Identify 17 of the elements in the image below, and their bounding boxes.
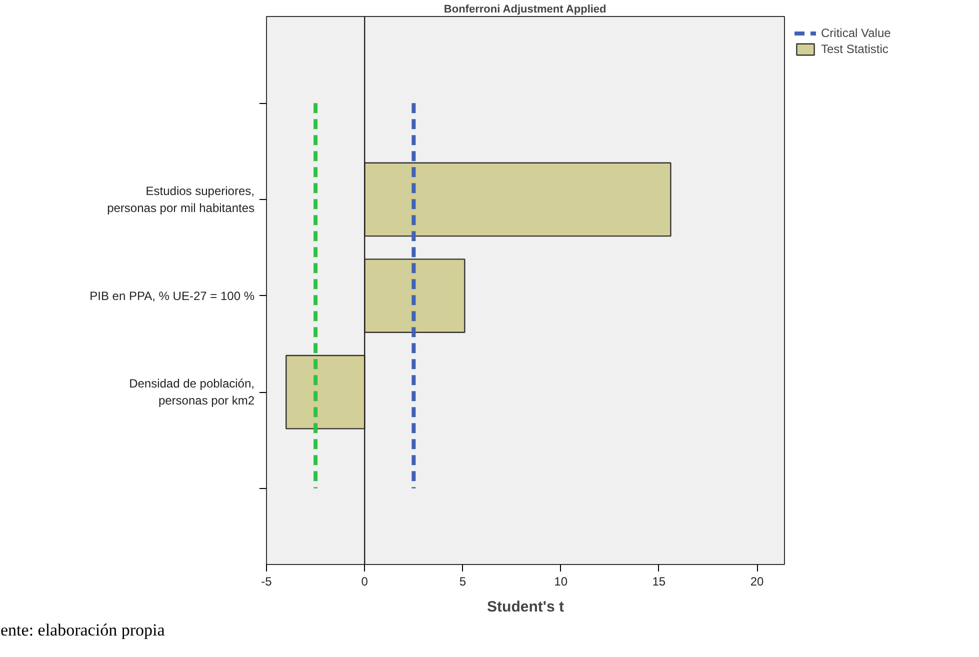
x-tick-label: 5	[459, 574, 466, 588]
legend-label: Test Statistic	[821, 42, 888, 56]
x-tick-label: 0	[361, 574, 368, 588]
x-tick-label: -5	[261, 574, 272, 588]
bar	[286, 354, 366, 430]
x-tick-label: 10	[554, 574, 568, 588]
x-tick-label: 15	[652, 574, 666, 588]
x-tick-label: 20	[750, 574, 764, 588]
y-tick-label: Estudios superiores, personas por mil habitantes	[107, 184, 255, 215]
y-tick-label: Densidad de población, personas por km2	[129, 376, 255, 408]
chart-title: Bonferroni Adjustment Applied	[444, 4, 606, 16]
y-tick-label: PIB en PPA, % UE-27 = 100 %	[90, 288, 255, 303]
bar	[364, 162, 672, 237]
bar	[364, 258, 466, 333]
text: ente: elaboración propia	[0, 620, 166, 640]
x-axis-title: Student's t	[487, 598, 564, 616]
legend-label: Critical Value	[821, 26, 891, 40]
